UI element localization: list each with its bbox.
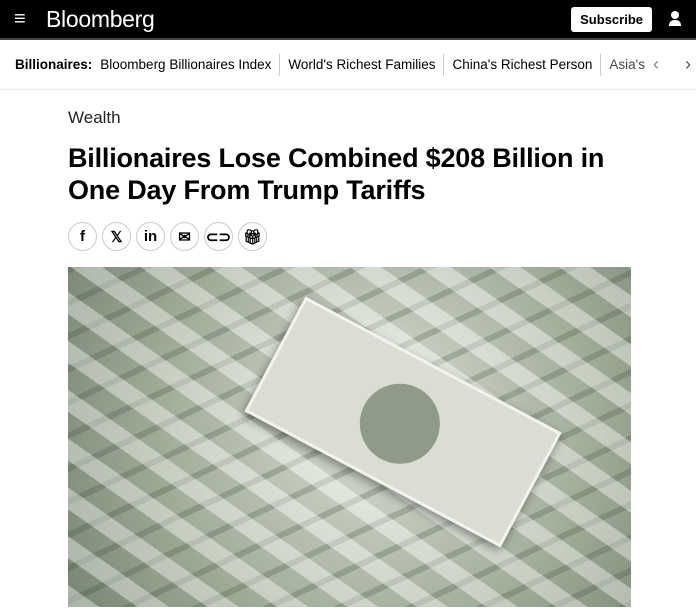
chevron-left-icon[interactable]: ‹ <box>652 54 659 74</box>
top-bar: ≡ Bloomberg Subscribe <box>0 0 696 40</box>
share-bar: f 𝕏 in ✉ ⊂⊃ 🎁︎ <box>68 222 696 251</box>
subscribe-button[interactable]: Subscribe <box>571 6 652 32</box>
subnav-item-asia[interactable]: Asia's <box>609 57 645 72</box>
subnav-label: Billionaires: <box>15 57 93 72</box>
gift-icon[interactable]: 🎁︎ <box>238 222 267 251</box>
article-kicker[interactable]: Wealth <box>68 108 121 127</box>
facebook-icon[interactable]: f <box>68 222 97 251</box>
hundred-dollar-bill <box>244 296 562 548</box>
user-icon[interactable] <box>668 11 682 27</box>
subnav-item-index[interactable]: Bloomberg Billionaires Index <box>100 53 281 76</box>
x-icon[interactable]: 𝕏 <box>102 222 131 251</box>
bloomberg-logo[interactable]: Bloomberg <box>46 5 155 32</box>
headline: Billionaires Lose Combined $208 Billion … <box>68 143 605 205</box>
subnav-item-china[interactable]: China's Richest Person <box>444 53 602 76</box>
linkedin-icon[interactable]: in <box>136 222 165 251</box>
subnav-item-families[interactable]: World's Richest Families <box>280 53 445 76</box>
menu-icon[interactable]: ≡ <box>14 7 26 30</box>
link-icon[interactable]: ⊂⊃ <box>204 222 233 251</box>
email-icon[interactable]: ✉ <box>170 222 199 251</box>
billionaires-subnav: Billionaires: Bloomberg Billionaires Ind… <box>0 40 696 90</box>
chevron-right-icon[interactable]: › <box>684 54 691 74</box>
hero-image-money <box>68 267 631 607</box>
